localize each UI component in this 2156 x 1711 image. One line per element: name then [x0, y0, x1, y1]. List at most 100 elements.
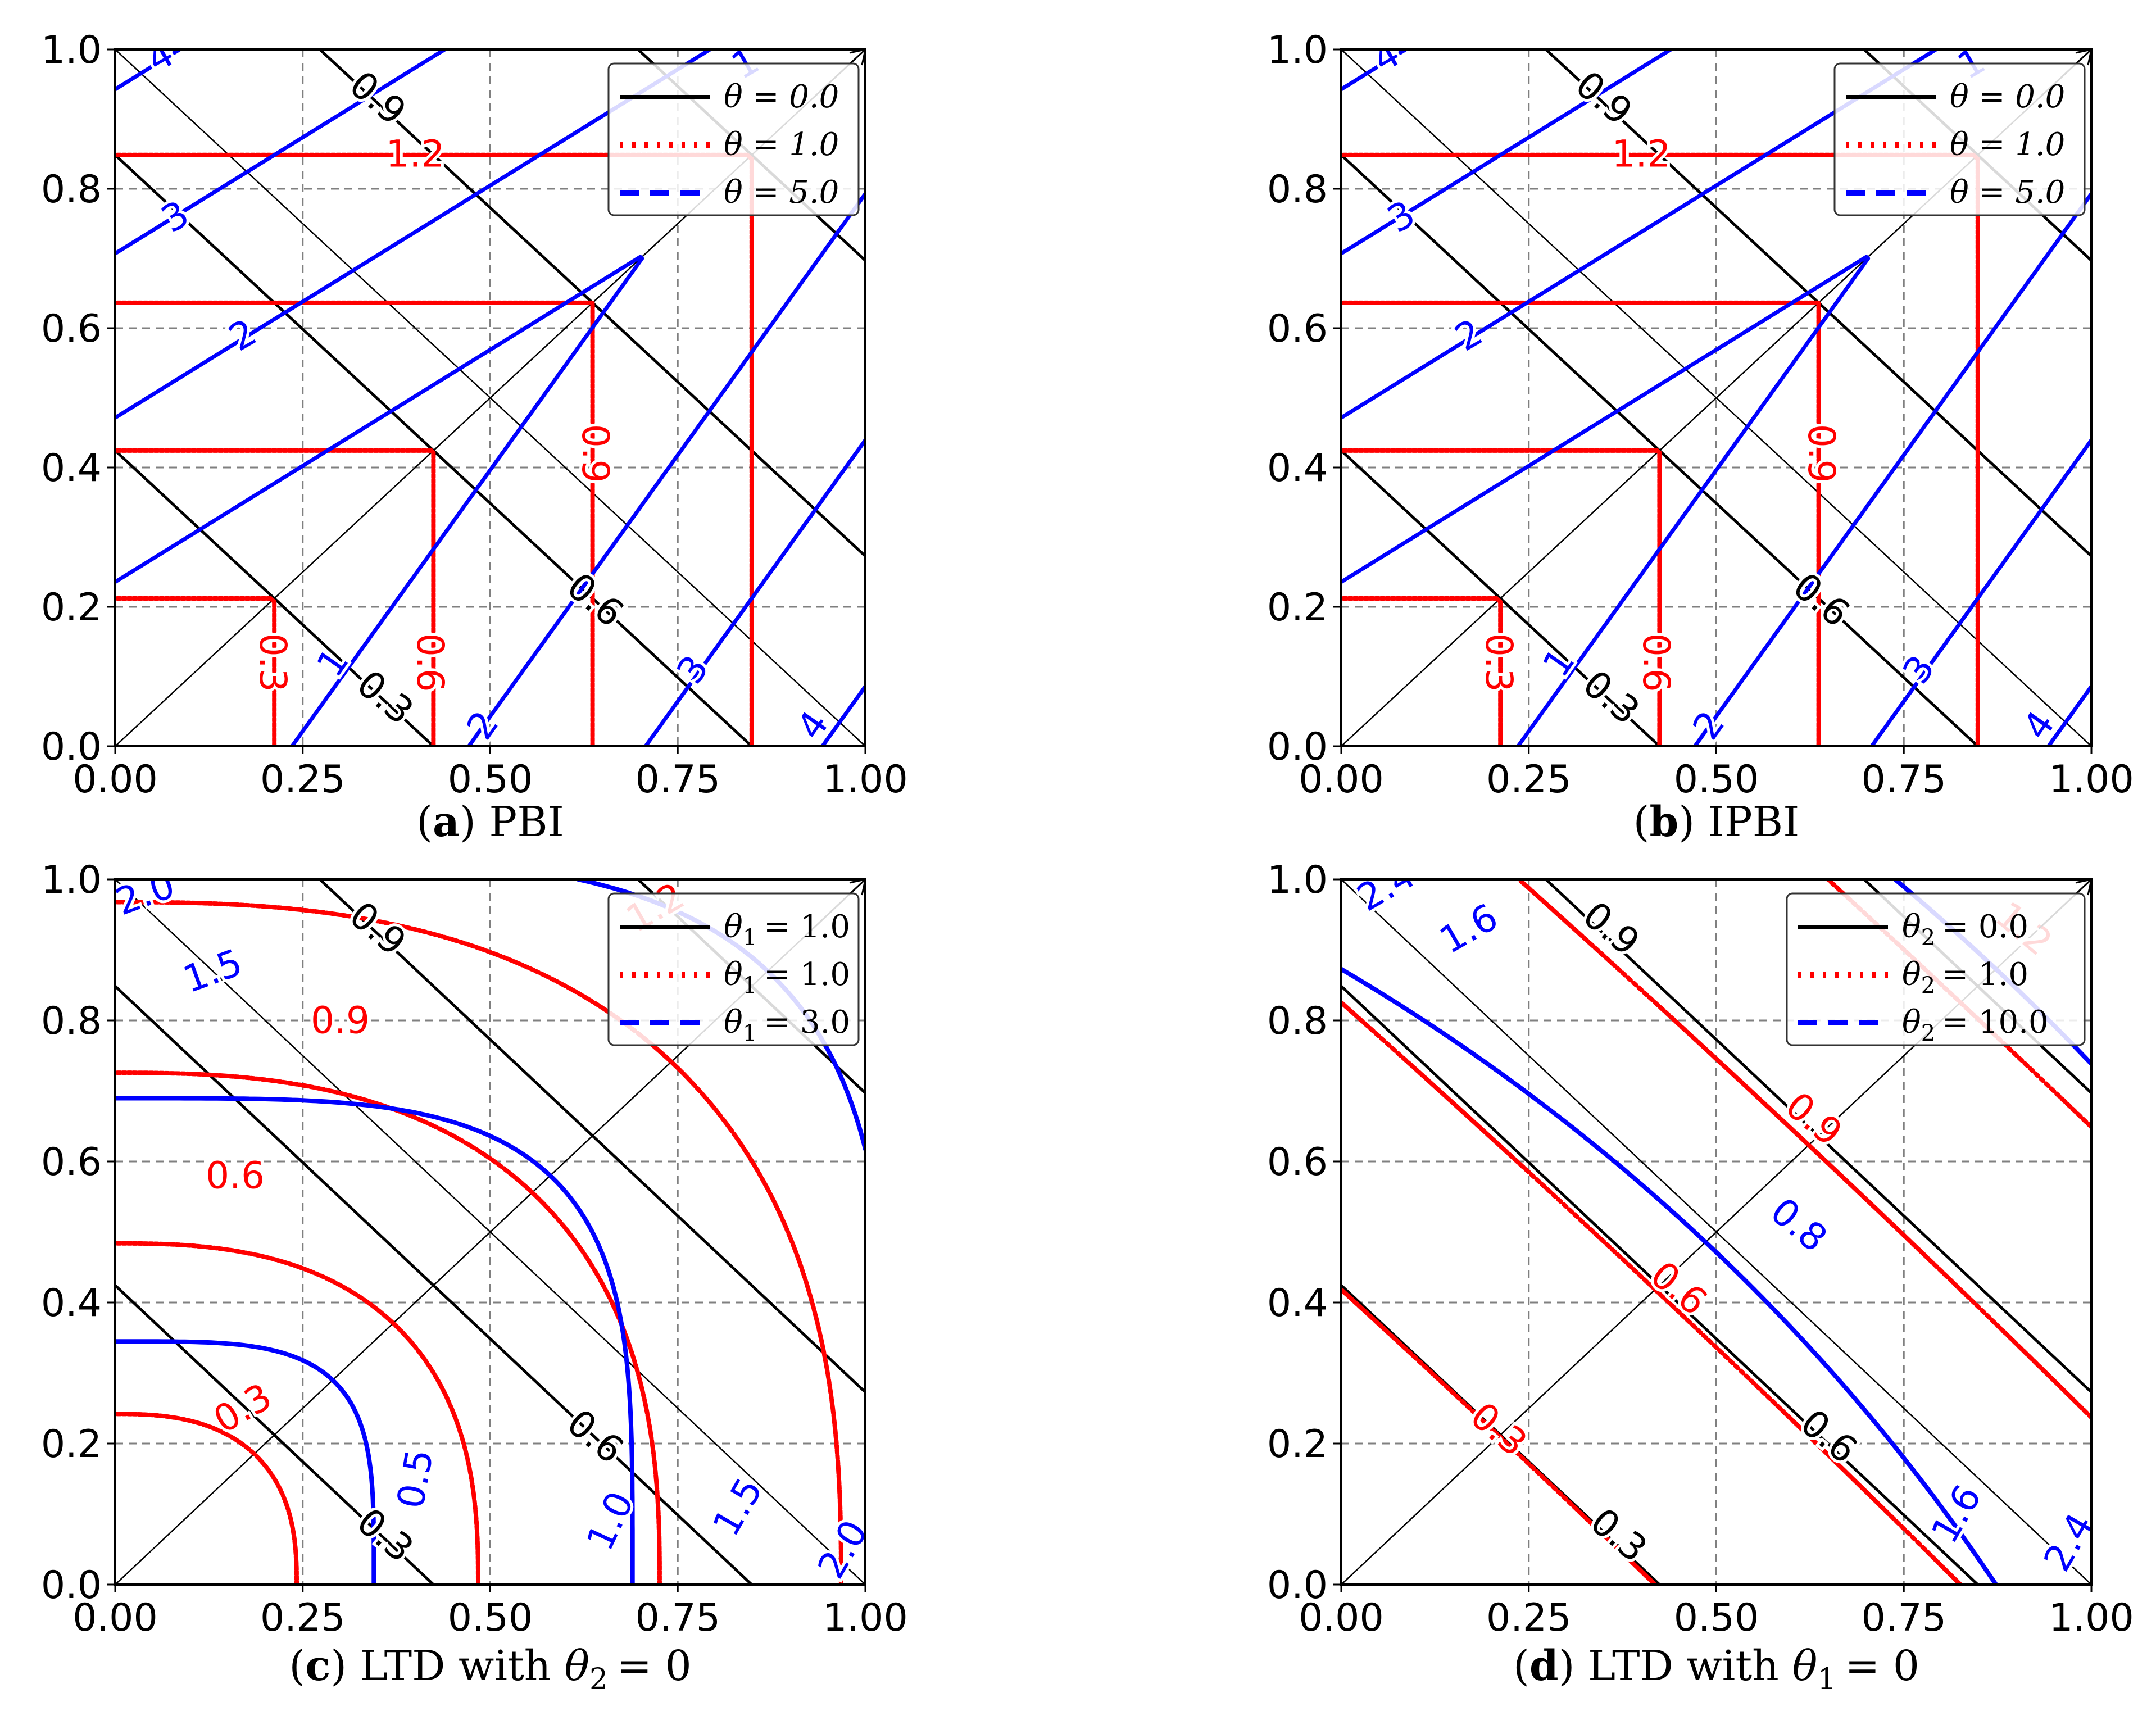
x-tick-label: 0.00	[72, 1596, 157, 1640]
caption-paren-close: )	[330, 1642, 360, 1690]
contour-solid-1	[115, 153, 754, 746]
x-tick-label: 1.00	[823, 1596, 907, 1640]
panel-a: 0.90.60.31.20.90.60.3432123410.000.250.5…	[41, 28, 908, 846]
y-tick-label: 0.4	[1267, 1281, 1328, 1326]
caption-paren-open: (	[416, 798, 433, 846]
legend-sub: 2	[1921, 1020, 1935, 1046]
legend-label-2: θ = 5.0	[724, 174, 839, 211]
contour-dotted-0	[115, 596, 277, 746]
caption-paren-open: (	[1633, 798, 1650, 846]
panel-caption: (b) IPBI	[1633, 798, 1800, 846]
x-tick-label: 0.25	[260, 1596, 345, 1640]
legend-label-0: θ1 = 1.0	[724, 909, 850, 951]
contour-label: 0.9	[311, 999, 370, 1042]
contour-label: 4	[139, 32, 181, 81]
contour-label: 0.6	[206, 1154, 265, 1197]
caption-text: IPBI	[1708, 798, 1800, 846]
x-tick-label: 0.75	[636, 757, 720, 802]
contour-label: 0.9	[574, 424, 617, 483]
legend-box	[607, 892, 860, 1046]
y-tick-label: 0.0	[1267, 725, 1328, 769]
contour-dotted-0	[1341, 596, 1503, 746]
contour-label: 4	[2014, 704, 2063, 748]
y-tick-label: 0.8	[41, 999, 102, 1043]
x-tick-label: 0.25	[1486, 757, 1571, 802]
reference-line-2	[115, 879, 491, 1233]
contour-dotted-0	[115, 1412, 299, 1585]
legend-var: θ	[724, 1004, 743, 1041]
contour-dashed-0	[115, 1339, 376, 1585]
x-tick-label: 0.00	[1299, 757, 1383, 802]
x-tick-label: 0.25	[1486, 1596, 1571, 1640]
legend-var: θ = 0.0	[1950, 79, 2065, 115]
panel-b: 0.90.60.31.20.90.60.3432123410.000.250.5…	[1267, 28, 2134, 846]
legend-label-0: θ = 0.0	[724, 79, 839, 115]
y-tick-label: 0.2	[41, 1422, 102, 1467]
x-tick-label: 1.00	[2049, 1596, 2134, 1640]
y-tick-label: 0.6	[1267, 307, 1328, 351]
y-tick-label: 0.6	[41, 1140, 102, 1184]
caption-rest: = 0	[617, 1642, 692, 1690]
y-tick-label: 0.4	[1267, 446, 1328, 491]
contour-dashed-1	[115, 49, 865, 746]
legend-var: θ	[1902, 1004, 1921, 1041]
x-tick-label: 0.75	[636, 1596, 720, 1640]
y-tick-label: 0.8	[1267, 167, 1328, 212]
x-tick-label: 0.50	[1674, 757, 1759, 802]
legend-box	[607, 62, 860, 216]
contour-label: 0.3	[1582, 1500, 1655, 1571]
legend-label-2: θ = 5.0	[1950, 174, 2065, 211]
legend: θ1 = 1.0 θ1 = 1.0 θ1 = 3.0	[607, 892, 860, 1046]
legend-box	[1786, 892, 2086, 1046]
x-tick-label: 0.50	[448, 1596, 533, 1640]
legend-label-0: θ2 = 0.0	[1902, 909, 2028, 951]
contour-label: 1	[308, 641, 357, 685]
reference-line	[489, 1231, 865, 1585]
x-tick-label: 0.00	[1299, 1596, 1383, 1640]
y-tick-label: 0.8	[41, 167, 102, 212]
x-tick-label: 0.75	[1862, 757, 1946, 802]
contour-label: 0.3	[1477, 633, 1520, 692]
contour-label: 0.9	[1777, 1083, 1850, 1154]
contour-dashed-0	[1341, 255, 1871, 746]
y-tick-label: 0.4	[41, 446, 102, 491]
reference-line-2	[115, 49, 491, 398]
y-tick-label: 0.6	[41, 307, 102, 351]
contour-solid-2	[1544, 49, 2091, 558]
contour-label: 0.3	[251, 633, 294, 692]
legend-var: θ = 1.0	[1950, 126, 2065, 163]
contour-label: 1.5	[178, 941, 248, 1001]
contour-label: 0.6	[1642, 1253, 1715, 1324]
legend-sub: 2	[1921, 973, 1935, 999]
contour-label: 2	[459, 704, 507, 748]
contour-dotted-0	[1341, 1287, 1658, 1585]
caption-text: LTD with	[1588, 1642, 1779, 1690]
contour-label: 2.4	[1350, 853, 1422, 920]
legend-rest: = 1.0	[764, 909, 850, 945]
contour-solid-0	[1341, 449, 1661, 746]
caption-paren-open: (	[1513, 1642, 1529, 1690]
contour-label: 0.6	[1792, 1401, 1865, 1472]
contour-label: 2	[222, 311, 264, 360]
legend-var: θ = 1.0	[724, 126, 839, 163]
panel-c: 0.90.60.31.20.90.60.32.01.50.51.01.52.00…	[41, 858, 908, 1696]
contour-solid-2	[1544, 879, 2091, 1394]
caption-sub: 1	[1817, 1663, 1836, 1696]
legend-box	[1833, 62, 2086, 216]
contour-dotted-1	[1341, 1000, 1963, 1585]
legend-label-2: θ1 = 3.0	[724, 1004, 850, 1046]
contour-label: 3	[154, 192, 196, 242]
legend-var: θ	[724, 909, 743, 945]
legend-var: θ = 5.0	[1950, 174, 2065, 211]
contour-label: 2	[1448, 311, 1490, 360]
caption-text: PBI	[489, 798, 564, 846]
contour-dashed-1	[115, 1096, 635, 1585]
contour-label: 3	[1380, 192, 1422, 242]
y-tick-label: 1.0	[41, 28, 102, 72]
x-tick-label: 0.50	[1674, 1596, 1759, 1640]
y-tick-label: 0.0	[41, 725, 102, 769]
legend-label-1: θ = 1.0	[1950, 126, 2065, 163]
legend-label-1: θ1 = 1.0	[724, 956, 850, 999]
contour-label: 0.5	[389, 1446, 442, 1512]
